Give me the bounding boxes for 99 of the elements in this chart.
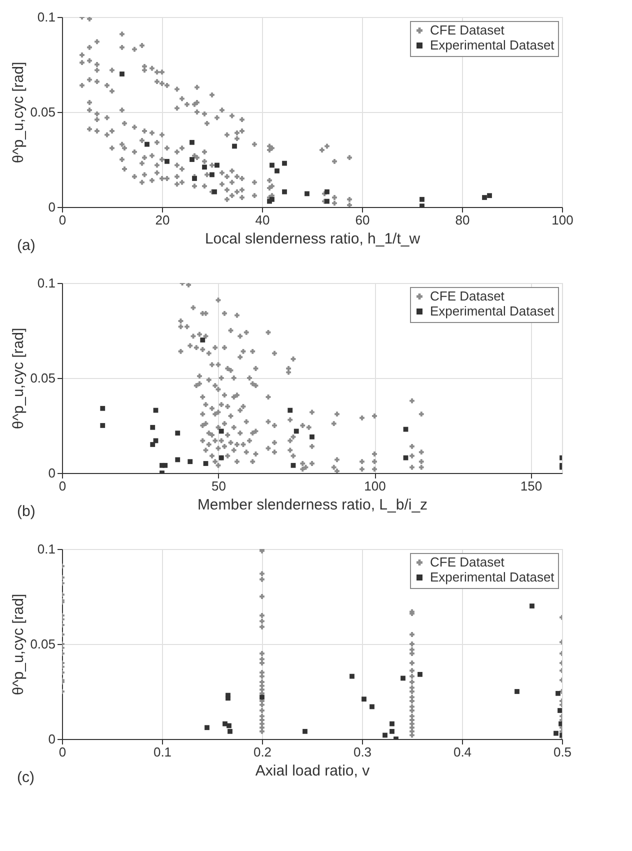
point <box>274 168 280 174</box>
point <box>203 461 208 466</box>
y-tick-label: 0.05 <box>30 104 56 120</box>
point <box>420 196 424 202</box>
x-tick-label: 0 <box>58 212 66 228</box>
point <box>210 172 214 178</box>
legend-label: Experimental Dataset <box>430 570 555 584</box>
x-tick-label: 50 <box>212 478 226 494</box>
point <box>260 694 264 700</box>
point <box>302 728 308 734</box>
point <box>144 142 150 147</box>
x-tick-label: 0.4 <box>453 744 472 760</box>
point <box>350 674 354 679</box>
point <box>226 696 230 701</box>
text: (a) <box>17 237 36 254</box>
point <box>403 455 408 460</box>
y-tick-label: 0 <box>48 732 56 746</box>
point <box>324 198 330 204</box>
point <box>270 162 274 168</box>
point <box>188 459 193 464</box>
point <box>418 672 422 677</box>
y-axis-title: θ^p_u,cyc [rad] <box>10 62 28 164</box>
point <box>175 457 180 462</box>
point <box>370 704 374 710</box>
x-axis-title: Local slenderness ratio, h_1/t_w <box>204 230 420 248</box>
point <box>200 338 206 342</box>
point <box>153 408 158 413</box>
point <box>310 434 314 440</box>
point <box>100 423 106 428</box>
point <box>120 72 124 76</box>
point <box>558 708 562 713</box>
x-tick-label: 100 <box>552 212 574 228</box>
point <box>202 164 207 170</box>
point <box>232 144 237 149</box>
point <box>214 162 220 168</box>
legend-label: CFE Dataset <box>430 22 505 38</box>
x-tick-label: 80 <box>455 212 470 228</box>
point <box>324 189 330 194</box>
y-tick-label: 0 <box>48 466 56 480</box>
x-tick-label: 20 <box>155 212 170 228</box>
point <box>403 426 408 432</box>
x-tick-label: 40 <box>255 212 270 228</box>
point <box>204 725 210 730</box>
point <box>150 442 156 447</box>
point <box>514 689 520 694</box>
legend-label: Experimental Dataset <box>430 304 555 318</box>
point <box>100 406 106 411</box>
x-tick-label: 0.2 <box>253 744 272 760</box>
y-tick-label: 0.05 <box>30 370 56 386</box>
y-axis-title: θ^p_u,cyc [rad] <box>10 328 28 430</box>
x-tick-label: 60 <box>355 212 370 228</box>
text: (c) <box>17 769 34 786</box>
legend-label: CFE Dataset <box>430 288 505 304</box>
x-tick-label: 100 <box>364 478 386 494</box>
y-tick-label: 0.1 <box>37 542 56 556</box>
x-tick-label: 0 <box>58 478 66 494</box>
point <box>400 676 406 681</box>
point <box>530 604 534 608</box>
y-axis-title: θ^p_u,cyc [rad] <box>10 594 28 696</box>
y-tick-label: 0.1 <box>37 10 56 24</box>
point <box>190 140 194 145</box>
point <box>282 160 287 166</box>
legend-label: CFE Dataset <box>430 554 505 570</box>
point <box>164 158 170 164</box>
point <box>175 430 180 436</box>
point <box>288 408 293 413</box>
point <box>554 730 558 736</box>
point <box>294 428 299 434</box>
point <box>270 196 274 202</box>
point <box>362 696 366 702</box>
x-tick-label: 0.5 <box>553 744 572 760</box>
y-tick-label: 0 <box>48 200 56 214</box>
legend-label: Experimental Dataset <box>430 38 555 52</box>
point <box>556 690 560 696</box>
point <box>390 728 394 734</box>
point <box>226 723 232 728</box>
point <box>390 721 394 726</box>
point <box>212 189 217 194</box>
point <box>290 462 296 468</box>
point <box>382 732 388 738</box>
point <box>482 195 487 200</box>
point <box>162 462 168 468</box>
x-tick-label: 150 <box>520 478 542 494</box>
point <box>487 193 492 198</box>
point <box>218 428 224 434</box>
point <box>282 189 287 194</box>
point <box>420 204 424 207</box>
x-tick-label: 0 <box>58 744 66 760</box>
point <box>304 191 310 196</box>
x-tick-label: 0.1 <box>153 744 172 760</box>
x-axis-title: Member slenderness ratio, L_b/i_z <box>197 496 428 514</box>
point <box>190 157 194 162</box>
point <box>150 424 156 430</box>
x-tick-label: 0.3 <box>353 744 372 760</box>
y-tick-label: 0.1 <box>37 276 56 290</box>
y-tick-label: 0.05 <box>30 636 56 652</box>
point <box>228 728 232 734</box>
x-axis-title: Axial load ratio, v <box>255 762 370 780</box>
text: (b) <box>17 503 36 520</box>
